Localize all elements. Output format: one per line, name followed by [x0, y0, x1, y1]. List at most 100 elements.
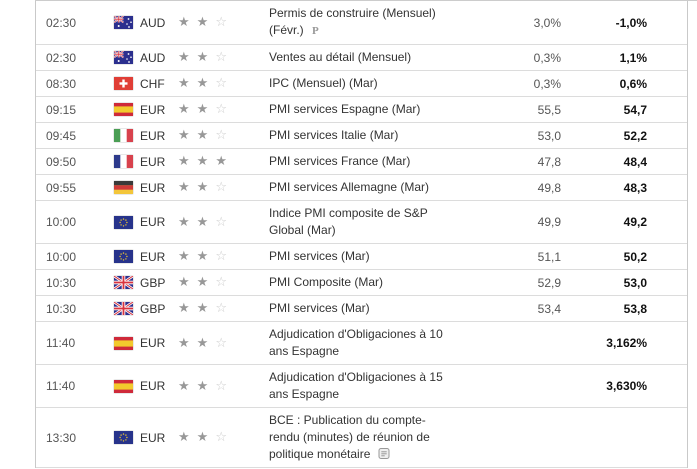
event-link[interactable]: PMI services France (Mar): [269, 154, 411, 168]
calendar-event-row[interactable]: 10:00 EUR ★ ★ ☆ Indice PMI composite de S&…: [36, 201, 687, 244]
star-filled-icon: ★: [196, 15, 209, 30]
star-filled-icon: ★: [178, 335, 190, 351]
report-icon: [374, 447, 390, 461]
star-filled-icon: ★: [178, 249, 190, 264]
star-empty-icon: ☆: [215, 275, 227, 290]
event-link[interactable]: Indice PMI composite de S&P Global (Mar): [269, 206, 428, 237]
event-value-1: 47,8: [537, 154, 561, 169]
calendar-event-row[interactable]: 10:30 GBP ★ ★ ☆ PMI services (Mar) 53,4 53…: [36, 296, 687, 322]
event-cell: PMI services Espagne (Mar): [269, 97, 451, 122]
event-link[interactable]: PMI services Italie (Mar): [269, 128, 399, 142]
event-link[interactable]: PMI services (Mar): [269, 301, 370, 315]
star-filled-icon: ★: [178, 180, 190, 195]
currency-code: EUR: [140, 215, 166, 229]
importance-stars-icon: ★ ★ ☆: [178, 276, 269, 289]
currency-code: EUR: [140, 430, 166, 445]
star-filled-icon: ★: [196, 76, 209, 91]
star-empty-icon: ☆: [215, 76, 227, 91]
event-cell: PMI services (Mar): [269, 296, 451, 321]
importance-stars-icon: ★ ★ ☆: [178, 337, 269, 350]
event-time: 10:00: [46, 249, 77, 264]
event-value-2: 49,2: [623, 215, 647, 229]
flag-united-kingdom-icon: [114, 302, 140, 315]
event-value-1: 49,8: [537, 180, 561, 195]
calendar-event-row[interactable]: 11:40 EUR ★ ★ ☆ Adjudication d'Obligacione…: [36, 365, 687, 408]
star-empty-icon: ☆: [215, 301, 227, 316]
economic-calendar-table: 02:30 AUD ★ ★ ☆ Permis de construire (Mens…: [35, 1, 688, 468]
calendar-event-row[interactable]: 10:00 EUR ★ ★ ☆ PMI services (Mar) 51,1 50…: [36, 244, 687, 270]
importance-stars-icon: ★ ★ ☆: [178, 16, 269, 29]
event-cell: PMI services (Mar): [269, 244, 451, 269]
event-time: 02:30: [46, 15, 77, 30]
event-value-1: 51,1: [537, 249, 561, 264]
event-time: 10:30: [46, 301, 77, 316]
star-filled-icon: ★: [178, 15, 190, 30]
star-empty-icon: ☆: [215, 335, 227, 351]
event-value-2: 0,6%: [619, 76, 647, 91]
currency-code: EUR: [140, 336, 166, 350]
calendar-event-row[interactable]: 11:40 EUR ★ ★ ☆ Adjudication d'Obligacione…: [36, 322, 687, 365]
star-filled-icon: ★: [178, 128, 190, 143]
event-time: 09:50: [46, 154, 77, 169]
event-value-1: 55,5: [537, 102, 561, 117]
event-cell: Ventes au détail (Mensuel): [269, 45, 451, 70]
calendar-event-row[interactable]: 10:30 GBP ★ ★ ☆ PMI Composite (Mar) 52,9 5…: [36, 270, 687, 296]
calendar-event-row[interactable]: 09:55 EUR ★ ★ ☆ PMI services Allemagne (Ma…: [36, 175, 687, 201]
event-cell: PMI services Italie (Mar): [269, 123, 451, 148]
event-cell: PMI Composite (Mar): [269, 270, 451, 295]
calendar-event-row[interactable]: 02:30 AUD ★ ★ ☆ Permis de construire (Mens…: [36, 1, 687, 45]
flag-france-icon: [114, 155, 140, 168]
event-value-1: 53,0: [537, 128, 561, 143]
event-value-2: 54,7: [623, 102, 647, 117]
star-filled-icon: ★: [178, 214, 190, 230]
event-time: 02:30: [46, 50, 77, 65]
star-filled-icon: ★: [196, 275, 209, 290]
star-filled-icon: ★: [178, 50, 190, 65]
currency-code: EUR: [140, 379, 166, 393]
star-filled-icon: ★: [178, 430, 190, 445]
event-link[interactable]: PMI services Allemagne (Mar): [269, 180, 430, 194]
event-link[interactable]: PMI Composite (Mar): [269, 275, 384, 289]
star-empty-icon: ☆: [215, 50, 227, 65]
flag-united-kingdom-icon: [114, 276, 140, 289]
event-link[interactable]: BCE : Publication du compte-rendu (minut…: [269, 413, 430, 461]
star-empty-icon: ☆: [215, 102, 227, 117]
event-link[interactable]: PMI services (Mar): [269, 249, 370, 263]
flag-italy-icon: [114, 129, 140, 142]
event-link[interactable]: Adjudication d'Obligaciones à 15 ans Esp…: [269, 370, 443, 401]
currency-code: EUR: [140, 128, 166, 143]
importance-stars-icon: ★ ★ ☆: [178, 216, 269, 229]
star-filled-icon: ★: [178, 102, 190, 117]
currency-code: EUR: [140, 180, 166, 195]
star-filled-icon: ★: [196, 50, 209, 65]
event-time: 09:55: [46, 180, 77, 195]
event-value-1: 53,4: [537, 301, 561, 316]
event-link[interactable]: Permis de construire (Mensuel) (Févr.): [269, 6, 436, 37]
event-value-1: 0,3%: [533, 76, 561, 91]
event-link[interactable]: PMI services Espagne (Mar): [269, 102, 421, 116]
event-link[interactable]: IPC (Mensuel) (Mar): [269, 76, 378, 90]
calendar-event-row[interactable]: 09:45 EUR ★ ★ ☆ PMI services Italie (Mar) …: [36, 123, 687, 149]
flag-european-union-icon: [114, 250, 140, 263]
event-value-1: 49,9: [537, 215, 561, 229]
calendar-event-row[interactable]: 08:30 CHF ★ ★ ☆ IPC (Mensuel) (Mar) 0,3% 0…: [36, 71, 687, 97]
event-value-1: 52,9: [537, 275, 561, 290]
event-cell: Adjudication d'Obligaciones à 10 ans Esp…: [269, 322, 451, 364]
event-cell: PMI services Allemagne (Mar): [269, 175, 451, 200]
calendar-event-row[interactable]: 09:50 EUR ★ ★ ★ PMI services France (Mar) …: [36, 149, 687, 175]
event-value-2: 53,0: [623, 275, 647, 290]
event-link[interactable]: Ventes au détail (Mensuel): [269, 50, 412, 64]
star-filled-icon: ★: [196, 154, 209, 169]
currency-code: GBP: [140, 301, 166, 316]
event-link[interactable]: Adjudication d'Obligaciones à 10 ans Esp…: [269, 327, 443, 358]
currency-code: EUR: [140, 102, 166, 117]
event-time: 09:45: [46, 128, 77, 143]
star-filled-icon: ★: [196, 335, 209, 351]
calendar-event-row[interactable]: 02:30 AUD ★ ★ ☆ Ventes au détail (Mensuel)…: [36, 45, 687, 71]
event-value-1: 0,3%: [533, 50, 561, 65]
calendar-event-row[interactable]: 09:15 EUR ★ ★ ☆ PMI services Espagne (Mar)…: [36, 97, 687, 123]
calendar-event-row[interactable]: 13:30 EUR ★ ★ ☆ BCE : Publication du compt…: [36, 408, 687, 468]
event-time: 11:40: [46, 336, 76, 350]
event-cell: IPC (Mensuel) (Mar): [269, 71, 451, 96]
star-filled-icon: ★: [178, 301, 190, 316]
